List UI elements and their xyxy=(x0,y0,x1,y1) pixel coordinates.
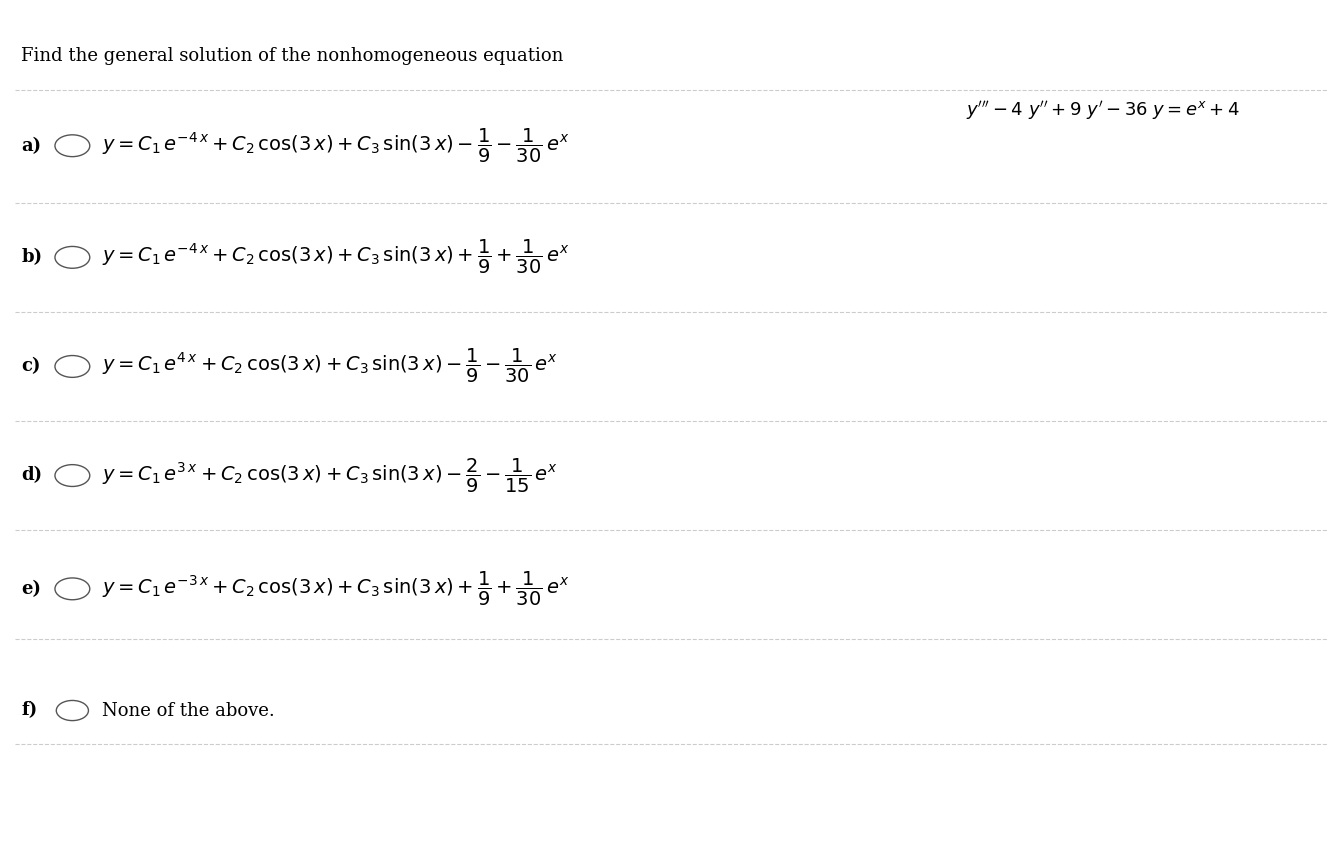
Text: c): c) xyxy=(21,358,42,376)
Text: $y = C_1\,e^{4\,x} + C_2\,\cos(3\,x) + C_3\,\sin(3\,x) - \dfrac{1}{9} - \dfrac{1: $y = C_1\,e^{4\,x} + C_2\,\cos(3\,x) + C… xyxy=(102,348,558,386)
Text: a): a) xyxy=(21,136,42,155)
Text: $y''' - 4\ y'' + 9\ y' - 36\ y = e^x + 4$: $y''' - 4\ y'' + 9\ y' - 36\ y = e^x + 4… xyxy=(966,99,1240,122)
Text: f): f) xyxy=(21,701,38,720)
Text: None of the above.: None of the above. xyxy=(102,701,275,720)
Text: $y = C_1\,e^{-4\,x} + C_2\,\cos(3\,x) + C_3\,\sin(3\,x) - \dfrac{1}{9} - \dfrac{: $y = C_1\,e^{-4\,x} + C_2\,\cos(3\,x) + … xyxy=(102,126,569,165)
Text: $y = C_1\,e^{-3\,x} + C_2\,\cos(3\,x) + C_3\,\sin(3\,x) + \dfrac{1}{9} + \dfrac{: $y = C_1\,e^{-3\,x} + C_2\,\cos(3\,x) + … xyxy=(102,570,569,608)
Text: Find the general solution of the nonhomogeneous equation: Find the general solution of the nonhomo… xyxy=(21,47,564,65)
Text: $y = C_1\,e^{-4\,x} + C_2\,\cos(3\,x) + C_3\,\sin(3\,x) + \dfrac{1}{9} + \dfrac{: $y = C_1\,e^{-4\,x} + C_2\,\cos(3\,x) + … xyxy=(102,238,569,276)
Text: b): b) xyxy=(21,248,43,266)
Text: $y = C_1\,e^{3\,x} + C_2\,\cos(3\,x) + C_3\,\sin(3\,x) - \dfrac{2}{9} - \dfrac{1: $y = C_1\,e^{3\,x} + C_2\,\cos(3\,x) + C… xyxy=(102,456,558,494)
Text: e): e) xyxy=(21,580,42,598)
Text: d): d) xyxy=(21,466,43,484)
